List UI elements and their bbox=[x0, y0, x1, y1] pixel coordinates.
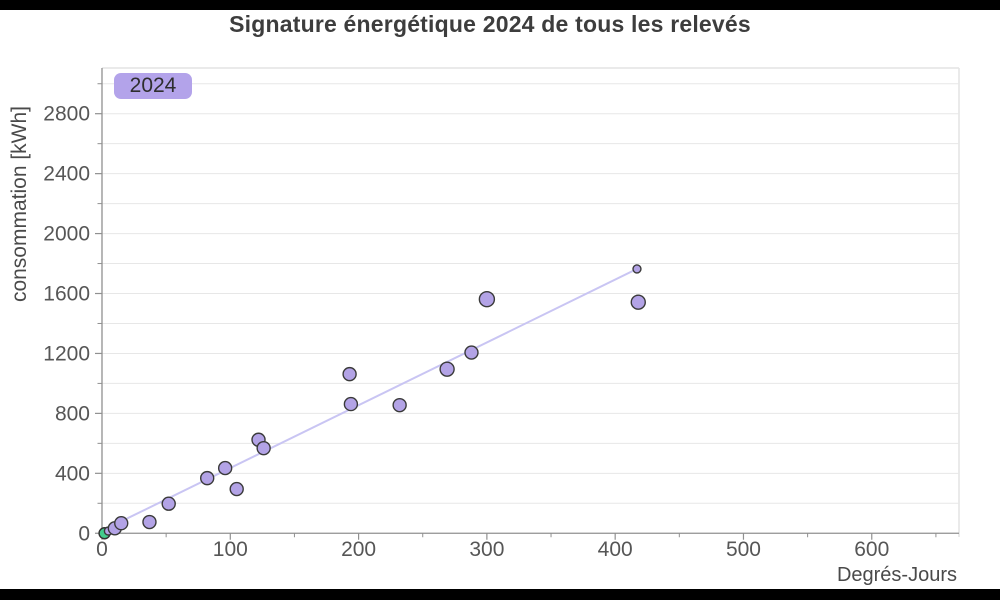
x-tick-label: 600 bbox=[854, 538, 889, 561]
y-tick-label: 1600 bbox=[43, 283, 90, 306]
y-tick-label: 0 bbox=[78, 522, 90, 545]
trend-line bbox=[111, 268, 638, 527]
chart-title: Signature énergétique 2024 de tous les r… bbox=[229, 11, 751, 37]
x-tick-label: 300 bbox=[469, 538, 504, 561]
data-point[interactable] bbox=[217, 460, 233, 476]
data-point[interactable] bbox=[464, 345, 479, 360]
x-tick-label: 400 bbox=[598, 538, 633, 561]
x-tick-label: 0 bbox=[96, 538, 108, 561]
y-axis-title: consommation [kWh] bbox=[8, 105, 31, 303]
x-tick-label: 200 bbox=[341, 538, 376, 561]
y-tick-label: 1200 bbox=[43, 342, 90, 365]
data-point[interactable] bbox=[632, 264, 642, 274]
y-tick-label: 400 bbox=[55, 462, 90, 485]
data-point[interactable] bbox=[114, 516, 129, 531]
y-tick-label: 2000 bbox=[43, 223, 90, 246]
top-black-bar bbox=[0, 0, 1000, 10]
bottom-black-bar bbox=[0, 589, 1000, 600]
x-axis-title: Degrés-Jours bbox=[836, 564, 957, 586]
plot-area[interactable] bbox=[102, 68, 959, 537]
data-point[interactable] bbox=[630, 294, 646, 310]
data-point[interactable] bbox=[256, 440, 271, 456]
data-point[interactable] bbox=[142, 514, 157, 530]
data-point[interactable] bbox=[392, 397, 407, 413]
y-tick-label: 2800 bbox=[43, 103, 90, 126]
data-point[interactable] bbox=[439, 361, 455, 377]
x-tick-label: 100 bbox=[213, 538, 248, 561]
x-tick-label: 500 bbox=[726, 538, 761, 561]
y-tick-label: 2400 bbox=[43, 163, 90, 186]
data-point[interactable] bbox=[343, 396, 359, 412]
data-point[interactable] bbox=[161, 496, 176, 511]
data-point[interactable] bbox=[200, 470, 215, 486]
data-point[interactable] bbox=[342, 366, 357, 382]
legend-item-2024[interactable]: 2024 bbox=[114, 73, 192, 99]
data-point[interactable] bbox=[229, 481, 244, 497]
data-point[interactable] bbox=[478, 291, 496, 308]
y-tick-label: 800 bbox=[55, 402, 90, 425]
